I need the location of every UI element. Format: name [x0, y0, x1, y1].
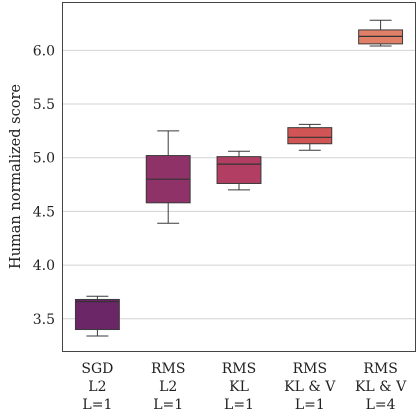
x-tick-label-line: L=1 [224, 397, 254, 411]
x-axis-ticks: SGD L2 L=1 RMS L2 L=1 RMS KL L=1 RMS KL & V L=1 RMS K… [81, 361, 407, 411]
y-tick-label: 6.0 [33, 43, 55, 59]
iqr-box [216, 156, 262, 184]
x-tick-label-line: KL & V [355, 379, 407, 395]
x-tick-label-line: RMS [293, 361, 327, 377]
x-tick-label-5: RMS KL & V L=4 [355, 361, 407, 411]
x-tick-label-line: RMS [151, 361, 185, 377]
iqr-box [74, 298, 120, 331]
box-4 [287, 123, 333, 151]
x-tick-label-line: KL & V [284, 379, 336, 395]
y-tick-label: 4.0 [33, 258, 55, 274]
x-tick-label-line: L=4 [366, 397, 396, 411]
x-tick-label-line: RMS [222, 361, 256, 377]
y-tick-label: 5.0 [33, 151, 55, 167]
x-tick-label-line: SGD [81, 361, 113, 377]
iqr-box [287, 127, 333, 145]
y-tick-label: 4.5 [33, 204, 55, 220]
x-tick-label-line: L=1 [82, 397, 112, 411]
x-tick-label-1: SGD L2 L=1 [81, 361, 113, 411]
x-tick-label-line: L2 [159, 379, 177, 395]
x-tick-label-line: RMS [363, 361, 397, 377]
box-series [74, 19, 404, 337]
y-tick-label: 3.5 [33, 312, 55, 328]
x-tick-label-3: RMS KL L=1 [222, 361, 256, 411]
x-tick-label-line: L=1 [295, 397, 325, 411]
x-tick-label-line: L=1 [153, 397, 183, 411]
y-axis-label: Human normalized score [8, 84, 24, 269]
box-3 [216, 150, 262, 191]
x-tick-label-4: RMS KL & V L=1 [284, 361, 336, 411]
plot-frame [62, 2, 416, 352]
x-tick-label-2: RMS L2 L=1 [151, 361, 185, 411]
box-5 [358, 19, 404, 47]
box-1 [74, 295, 120, 337]
x-tick-label-line: L2 [88, 379, 106, 395]
y-tick-label: 5.5 [33, 97, 55, 113]
x-tick-label-line: KL [229, 379, 249, 395]
box-2 [145, 130, 191, 224]
grid-lines [62, 49, 416, 320]
y-axis-ticks: 3.5 4.0 4.5 5.0 5.5 6.0 [33, 43, 55, 327]
